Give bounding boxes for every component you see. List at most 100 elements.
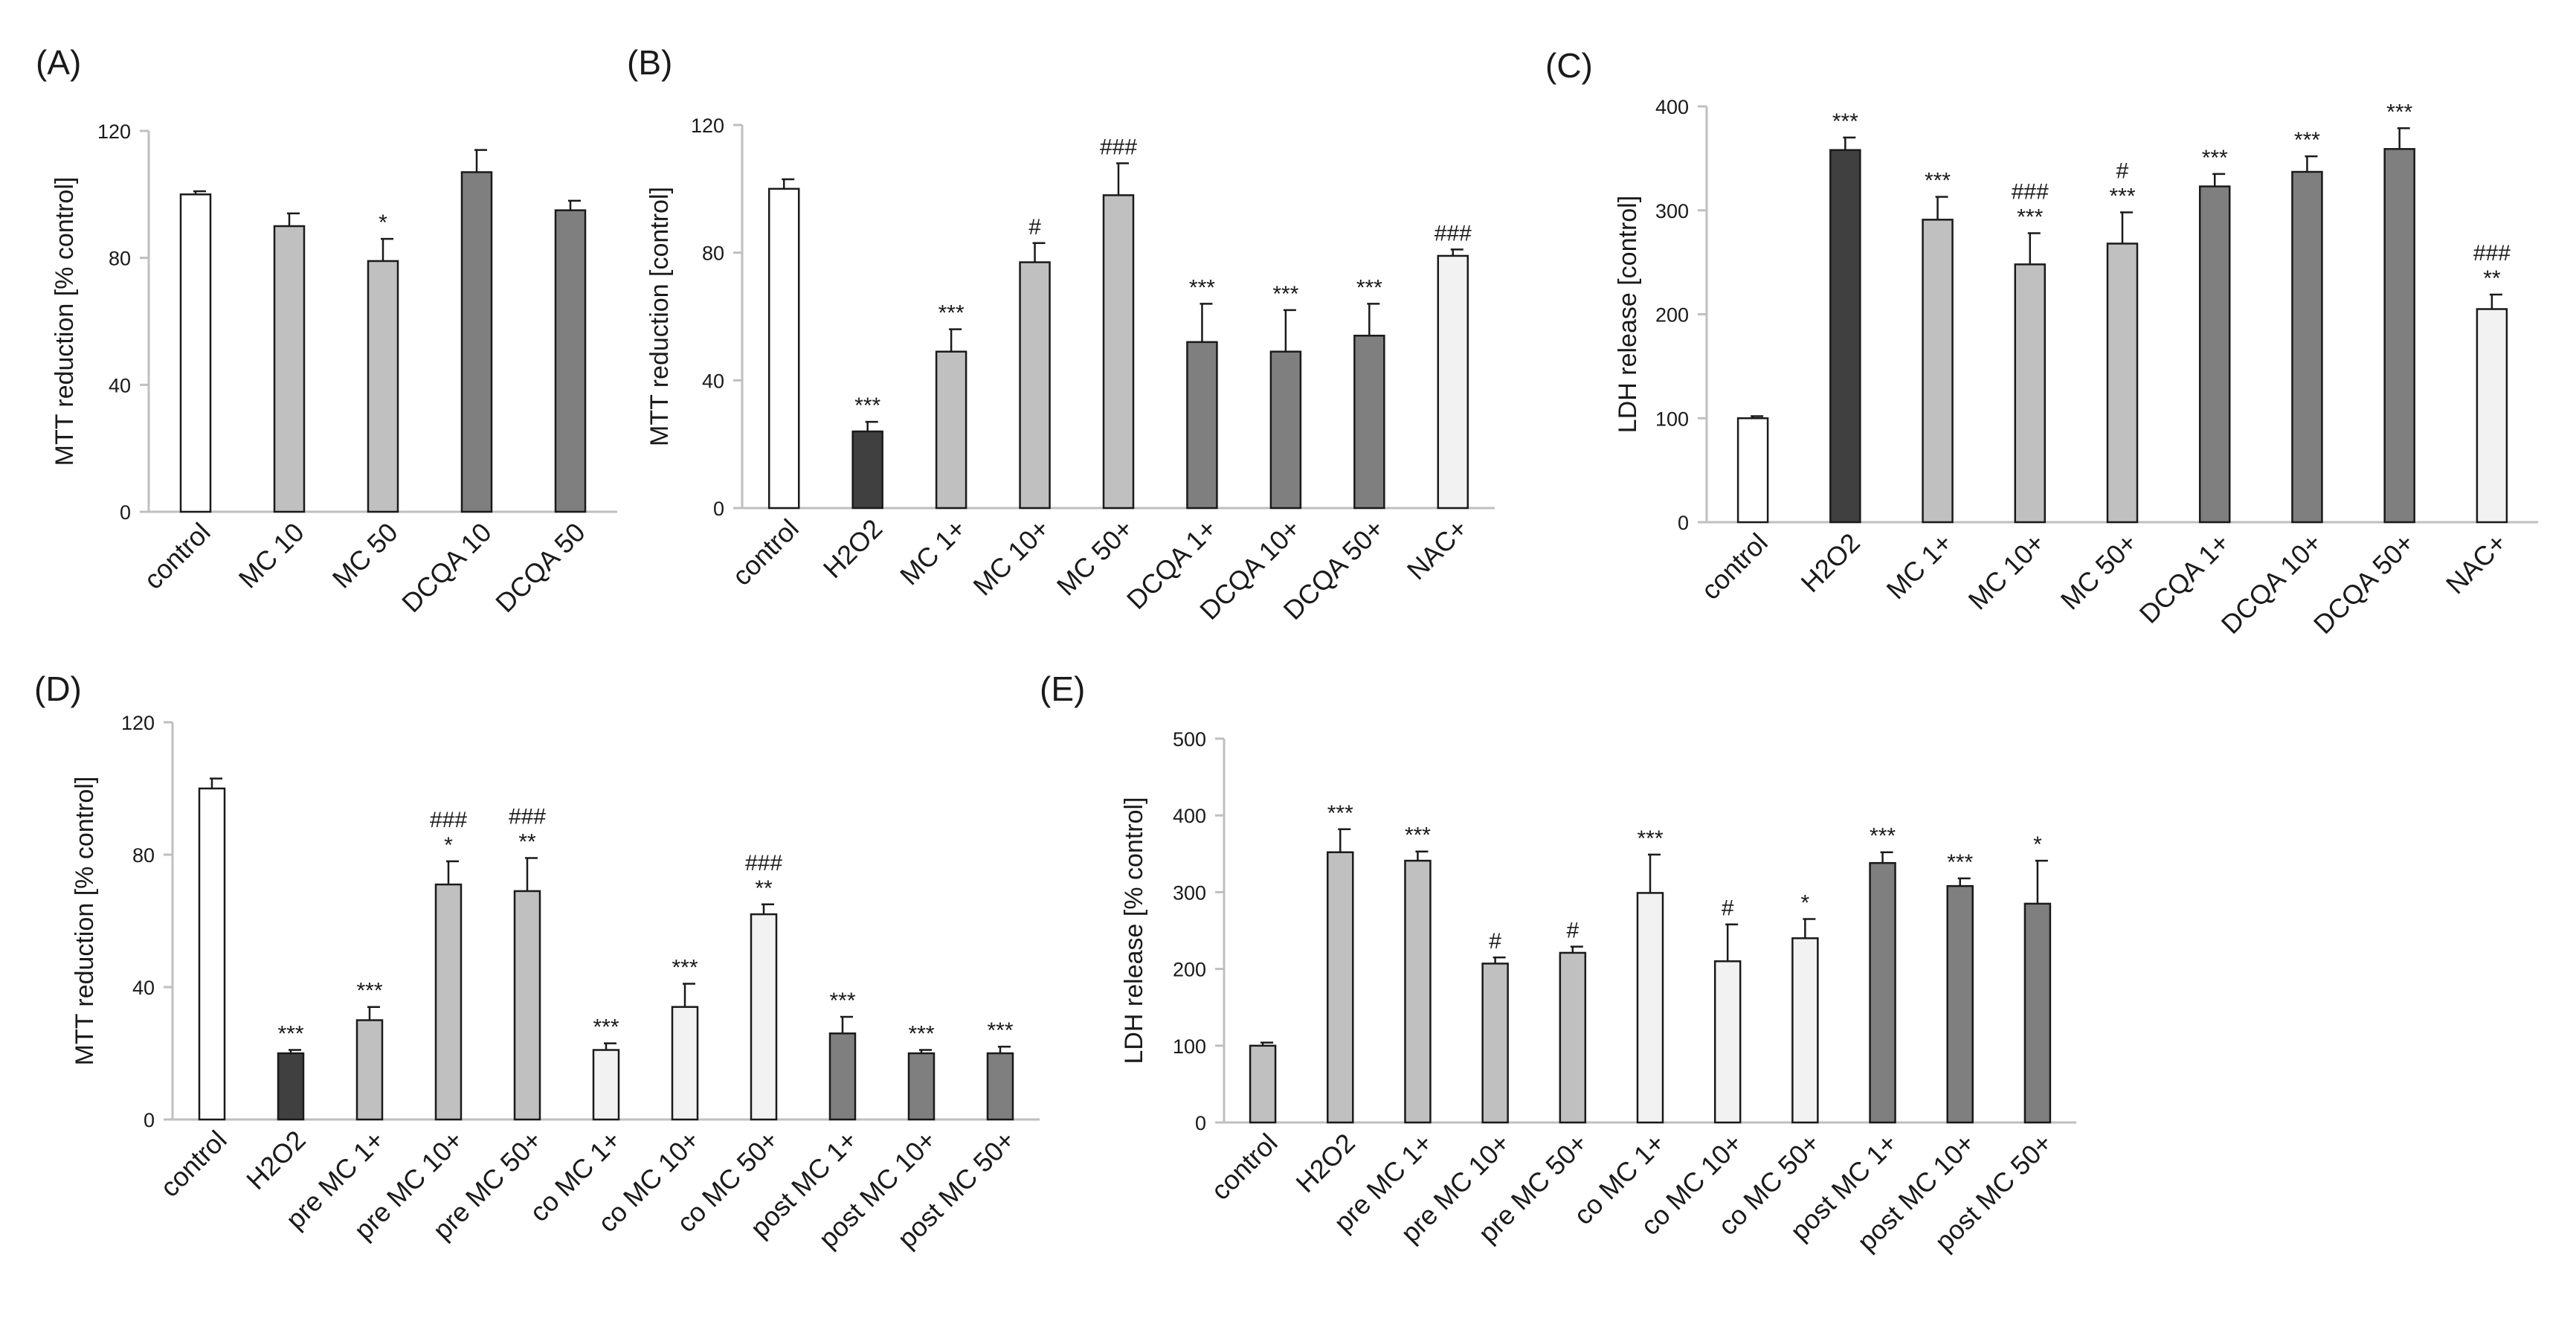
significance-label: ** bbox=[755, 876, 773, 901]
x-tick-label: H2O2 bbox=[1794, 527, 1865, 598]
bar bbox=[513, 890, 541, 1121]
y-tick-label: 300 bbox=[1655, 200, 1689, 222]
significance-label: ** bbox=[518, 829, 536, 854]
bar bbox=[2383, 148, 2415, 524]
bar bbox=[1327, 851, 1354, 1124]
x-tick-label: H2O2 bbox=[817, 513, 888, 584]
significance-label: *** bbox=[356, 979, 382, 1003]
x-tick-label: H2O2 bbox=[240, 1125, 311, 1195]
bar bbox=[273, 225, 306, 513]
bar bbox=[1736, 417, 1769, 524]
x-tick-label: MC 10+ bbox=[1962, 527, 2051, 616]
bar bbox=[1404, 859, 1432, 1124]
bar bbox=[179, 193, 212, 513]
significance-label: *** bbox=[593, 1015, 619, 1040]
significance-label: *** bbox=[2294, 128, 2320, 152]
significance-label: *** bbox=[987, 1018, 1013, 1043]
significance-label: ** bbox=[2483, 266, 2501, 291]
y-axis-label: MTT reduction [% control] bbox=[71, 777, 99, 1066]
bar bbox=[750, 913, 778, 1121]
panel-label: (E) bbox=[1040, 669, 1085, 708]
y-tick-label: 400 bbox=[1655, 96, 1689, 118]
bar bbox=[1019, 261, 1051, 510]
panel-label: (B) bbox=[627, 43, 672, 82]
bar bbox=[2023, 902, 2052, 1124]
y-tick-label: 0 bbox=[1195, 1112, 1206, 1134]
y-tick-label: 200 bbox=[1655, 304, 1689, 327]
significance-label: *** bbox=[1272, 282, 1298, 306]
y-tick-label: 100 bbox=[1173, 1035, 1206, 1058]
bar bbox=[1102, 194, 1135, 510]
y-axis-label: LDH release [% control] bbox=[1120, 797, 1148, 1064]
y-axis-label: MTT reduction [control] bbox=[645, 187, 674, 446]
y-tick-label: 0 bbox=[1678, 512, 1689, 534]
y-axis-label: MTT reduction [% control] bbox=[51, 177, 79, 466]
chart-panel-2: (B) 0 40 80 120 MTT reduction [control] contro… bbox=[627, 43, 1495, 626]
significance-label: *** bbox=[2386, 100, 2412, 124]
x-tick-label: MC 50 bbox=[326, 517, 404, 594]
chart-panel-1: (A) 0 40 80 120 MTT reduction [% control] cont… bbox=[36, 43, 617, 618]
significance-label: ### bbox=[2473, 241, 2511, 266]
bar bbox=[767, 187, 800, 510]
bar bbox=[1353, 335, 1385, 510]
bar bbox=[1481, 963, 1509, 1124]
chart-panel-3: (C) 0 100 200 300 400 LDH release [control] con… bbox=[1545, 46, 2538, 640]
significance-label: # bbox=[1722, 896, 1734, 921]
bar bbox=[986, 1052, 1014, 1121]
y-tick-label: 40 bbox=[109, 374, 131, 396]
x-tick-label: MC 1+ bbox=[1881, 527, 1959, 605]
significance-label: *** bbox=[672, 956, 698, 980]
significance-label: ### bbox=[1434, 221, 1472, 245]
significance-label: * bbox=[379, 211, 387, 235]
x-tick-label: control bbox=[1205, 1128, 1283, 1206]
bar bbox=[1869, 861, 1896, 1124]
significance-label: *** bbox=[1189, 275, 1215, 300]
x-tick-label: control bbox=[138, 517, 216, 595]
bar bbox=[1829, 149, 1861, 524]
bar bbox=[1922, 219, 1954, 524]
x-tick-label: MC 1+ bbox=[894, 513, 972, 591]
significance-label: *** bbox=[1947, 850, 1973, 875]
bar bbox=[198, 787, 226, 1121]
x-tick-label: MC 10+ bbox=[967, 513, 1055, 602]
bar bbox=[1437, 254, 1469, 510]
bar bbox=[1249, 1044, 1277, 1124]
x-tick-label: MC 50+ bbox=[2055, 527, 2143, 616]
significance-label: *** bbox=[277, 1022, 303, 1047]
y-axis-label: LDH release [control] bbox=[1614, 196, 1642, 433]
significance-label: *** bbox=[854, 393, 880, 418]
y-tick-label: 40 bbox=[702, 370, 724, 392]
x-tick-label: H2O2 bbox=[1289, 1128, 1360, 1198]
significance-label: *** bbox=[1870, 824, 1896, 849]
x-tick-label: NAC+ bbox=[2440, 527, 2513, 600]
significance-label: *** bbox=[1925, 169, 1951, 193]
significance-label: # bbox=[1566, 919, 1579, 943]
chart-panel-5: (E) 0 100 200 300 400 500 LDH release [% contro… bbox=[1040, 669, 2076, 1257]
y-tick-label: 80 bbox=[132, 844, 155, 867]
significance-label: *** bbox=[938, 301, 965, 326]
bar bbox=[554, 209, 587, 513]
significance-label: *** bbox=[1832, 109, 1858, 134]
bar bbox=[2014, 263, 2047, 524]
significance-label: *** bbox=[2202, 146, 2228, 170]
bar bbox=[460, 171, 493, 513]
x-tick-label: DCQA 50+ bbox=[2308, 527, 2420, 640]
bar bbox=[907, 1052, 936, 1121]
bar bbox=[2198, 185, 2231, 524]
y-tick-label: 120 bbox=[691, 115, 724, 137]
significance-label: ### bbox=[745, 851, 782, 876]
bar bbox=[1559, 951, 1587, 1124]
significance-label: ### bbox=[509, 804, 546, 829]
bar bbox=[434, 883, 463, 1121]
y-tick-label: 100 bbox=[1655, 408, 1689, 430]
y-tick-label: 0 bbox=[713, 498, 724, 520]
y-tick-label: 80 bbox=[702, 242, 724, 265]
significance-label: *** bbox=[2017, 205, 2043, 229]
x-tick-label: DCQA 50 bbox=[489, 517, 591, 619]
significance-label: *** bbox=[1356, 275, 1382, 300]
significance-label: # bbox=[1489, 929, 1501, 954]
significance-label: * bbox=[2033, 832, 2042, 857]
significance-label: ### bbox=[1100, 135, 1137, 160]
y-tick-label: 40 bbox=[132, 977, 155, 999]
